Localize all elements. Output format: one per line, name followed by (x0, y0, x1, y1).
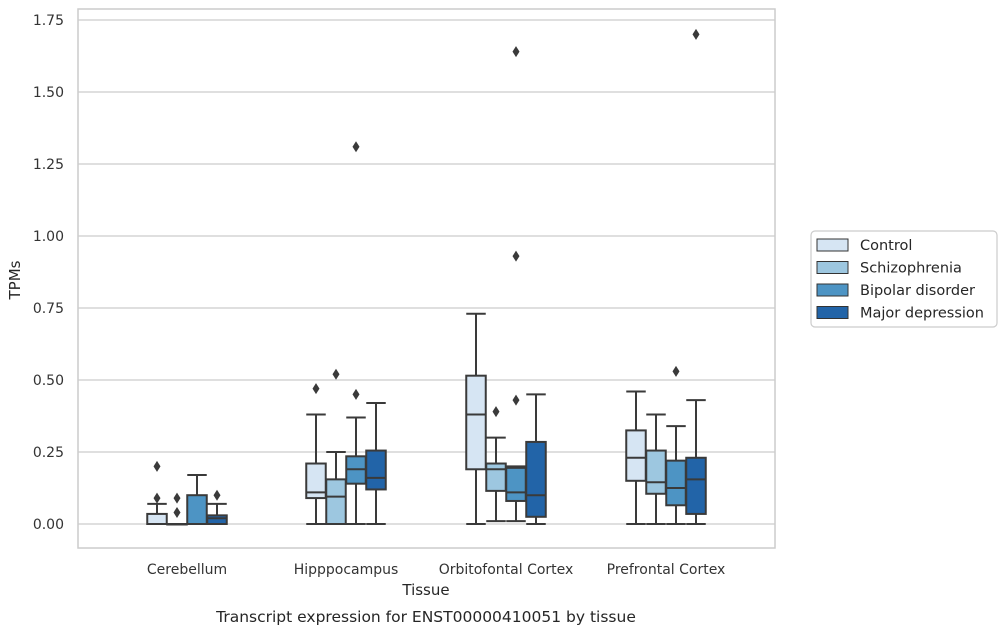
box-schizophrenia (645, 413, 667, 525)
box-bipolar-disorder (345, 141, 367, 525)
x-axis-ticks: Cerebellum Hipppocampus Orbitofontal Corte… (147, 562, 725, 578)
outlier-point (213, 489, 221, 501)
legend-swatch (816, 261, 849, 274)
y-tick-label: 0.25 (33, 445, 64, 461)
legend-label: Control (860, 238, 912, 254)
y-tick-label: 1.00 (33, 229, 64, 245)
y-tick-label: 1.50 (33, 85, 64, 101)
x-tick-label: Hipppocampus (294, 562, 399, 578)
outlier-point (512, 394, 520, 406)
outlier-point (173, 506, 181, 518)
outlier-point (173, 492, 181, 504)
y-tick-label: 1.25 (33, 157, 64, 173)
box-major-depression (525, 393, 547, 525)
box-control (146, 460, 168, 525)
legend-swatch (816, 306, 849, 319)
box-iqr (665, 459, 687, 507)
y-tick-label: 0.75 (33, 301, 64, 317)
box-major-depression (685, 28, 707, 525)
gridlines (78, 19, 775, 525)
y-axis-ticks: 0.00 0.25 0.50 0.75 1.00 1.25 1.50 1.75 (33, 13, 64, 533)
outlier-point (352, 141, 360, 153)
legend-label: Schizophrenia (860, 261, 962, 277)
x-axis-label: Tissue (401, 581, 449, 599)
box-schizophrenia (166, 492, 188, 526)
box-iqr (505, 466, 527, 502)
legend-frame (810, 230, 998, 328)
box-iqr (325, 478, 347, 525)
box-bipolar-disorder (665, 365, 687, 525)
box-iqr (525, 440, 547, 518)
box-iqr (465, 374, 487, 471)
box-iqr (485, 462, 507, 492)
box-bipolar-disorder (186, 474, 208, 526)
box-control (465, 312, 487, 525)
x-tick-label: Orbitofontal Cortex (439, 562, 574, 578)
box-iqr (186, 494, 208, 526)
outlier-point (352, 388, 360, 400)
outlier-point (153, 492, 161, 504)
plot-area-frame (77, 8, 776, 549)
outlier-point (332, 368, 340, 380)
y-tick-label: 0.00 (33, 517, 64, 533)
legend-label: Major depression (860, 306, 984, 322)
box-control (625, 390, 647, 525)
y-tick-label: 1.75 (33, 13, 64, 29)
legend-swatch (816, 238, 849, 252)
box-iqr (365, 449, 387, 491)
y-axis-label: TPMs (6, 260, 24, 300)
legend-label: Bipolar disorder (860, 283, 975, 299)
legend-swatch (816, 283, 849, 297)
outlier-point (512, 46, 520, 58)
box-series-group (146, 28, 707, 526)
outlier-point (153, 460, 161, 472)
legend: Control Schizophrenia Bipolar disorder Majo… (810, 230, 998, 328)
x-tick-label: Prefrontal Cortex (607, 562, 726, 578)
box-major-depression (206, 489, 228, 525)
outlier-point (672, 365, 680, 377)
box-iqr (645, 449, 667, 495)
outlier-point (312, 383, 320, 395)
outlier-point (512, 250, 520, 262)
chart-caption: Transcript expression for ENST0000041005… (215, 608, 636, 626)
outlier-point (692, 28, 700, 40)
box-schizophrenia (325, 368, 347, 525)
box-iqr (206, 514, 228, 525)
y-tick-label: 0.50 (33, 373, 64, 389)
box-major-depression (365, 402, 387, 525)
x-tick-label: Cerebellum (147, 562, 227, 578)
box-control (305, 383, 327, 525)
box-schizophrenia (485, 406, 507, 523)
box-iqr (685, 456, 707, 515)
box-iqr (625, 429, 647, 482)
box-bipolar-disorder (505, 46, 527, 523)
outlier-point (492, 406, 500, 418)
box-iqr (146, 512, 168, 525)
